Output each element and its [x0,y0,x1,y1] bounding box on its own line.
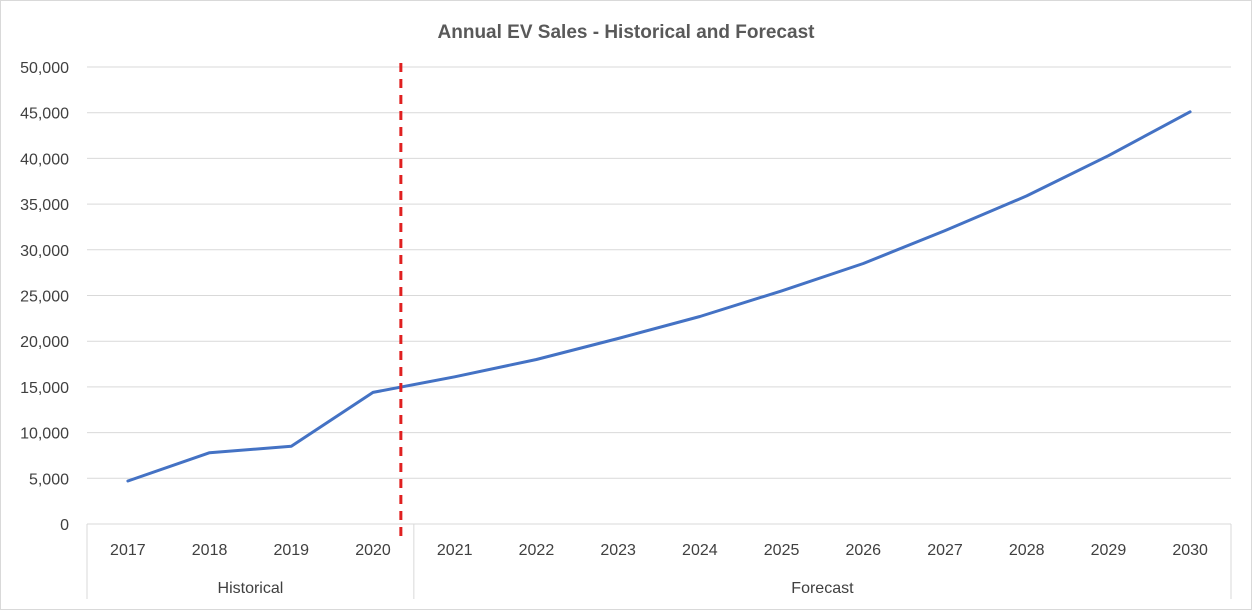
x-tick-label: 2019 [273,542,309,559]
x-tick-label: 2026 [845,542,881,559]
x-tick-label: 2024 [682,542,718,559]
y-tick-label: 35,000 [20,197,69,214]
x-tick-label: 2021 [437,542,473,559]
x-tick-label: 2029 [1091,542,1127,559]
x-group-label: Forecast [791,580,854,597]
x-tick-label: 2020 [355,542,391,559]
gridlines [87,66,1231,479]
x-tick-label: 2028 [1009,542,1045,559]
y-tick-label: 30,000 [20,243,69,260]
y-tick-label: 40,000 [20,151,69,168]
y-tick-label: 50,000 [20,60,69,77]
x-tick-label: 2030 [1172,542,1208,559]
y-tick-label: 5,000 [29,471,69,488]
series-layer [126,110,1192,483]
x-group-label: Historical [218,580,284,597]
x-tick-label: 2023 [600,542,636,559]
x-tick-label: 2025 [764,542,800,559]
x-axis: 2017 2018 2019 2020 2021 2022 2023 2024 2025 2026… [86,523,1232,599]
y-tick-label: 0 [60,517,69,534]
series-line [126,110,1192,483]
x-tick-label: 2017 [110,542,146,559]
y-tick-label: 25,000 [20,289,69,306]
y-tick-label: 10,000 [20,426,69,443]
y-tick-label: 45,000 [20,106,69,123]
y-tick-label: 20,000 [20,334,69,351]
x-tick-label: 2022 [519,542,555,559]
y-tick-label: 15,000 [20,380,69,397]
x-tick-label: 2027 [927,542,963,559]
y-axis-ticks: 0 5,000 10,000 15,000 20,000 25,000 30,000 35,0… [20,60,69,534]
x-tick-label: 2018 [192,542,228,559]
chart-title: Annual EV Sales - Historical and Forecas… [438,22,816,43]
